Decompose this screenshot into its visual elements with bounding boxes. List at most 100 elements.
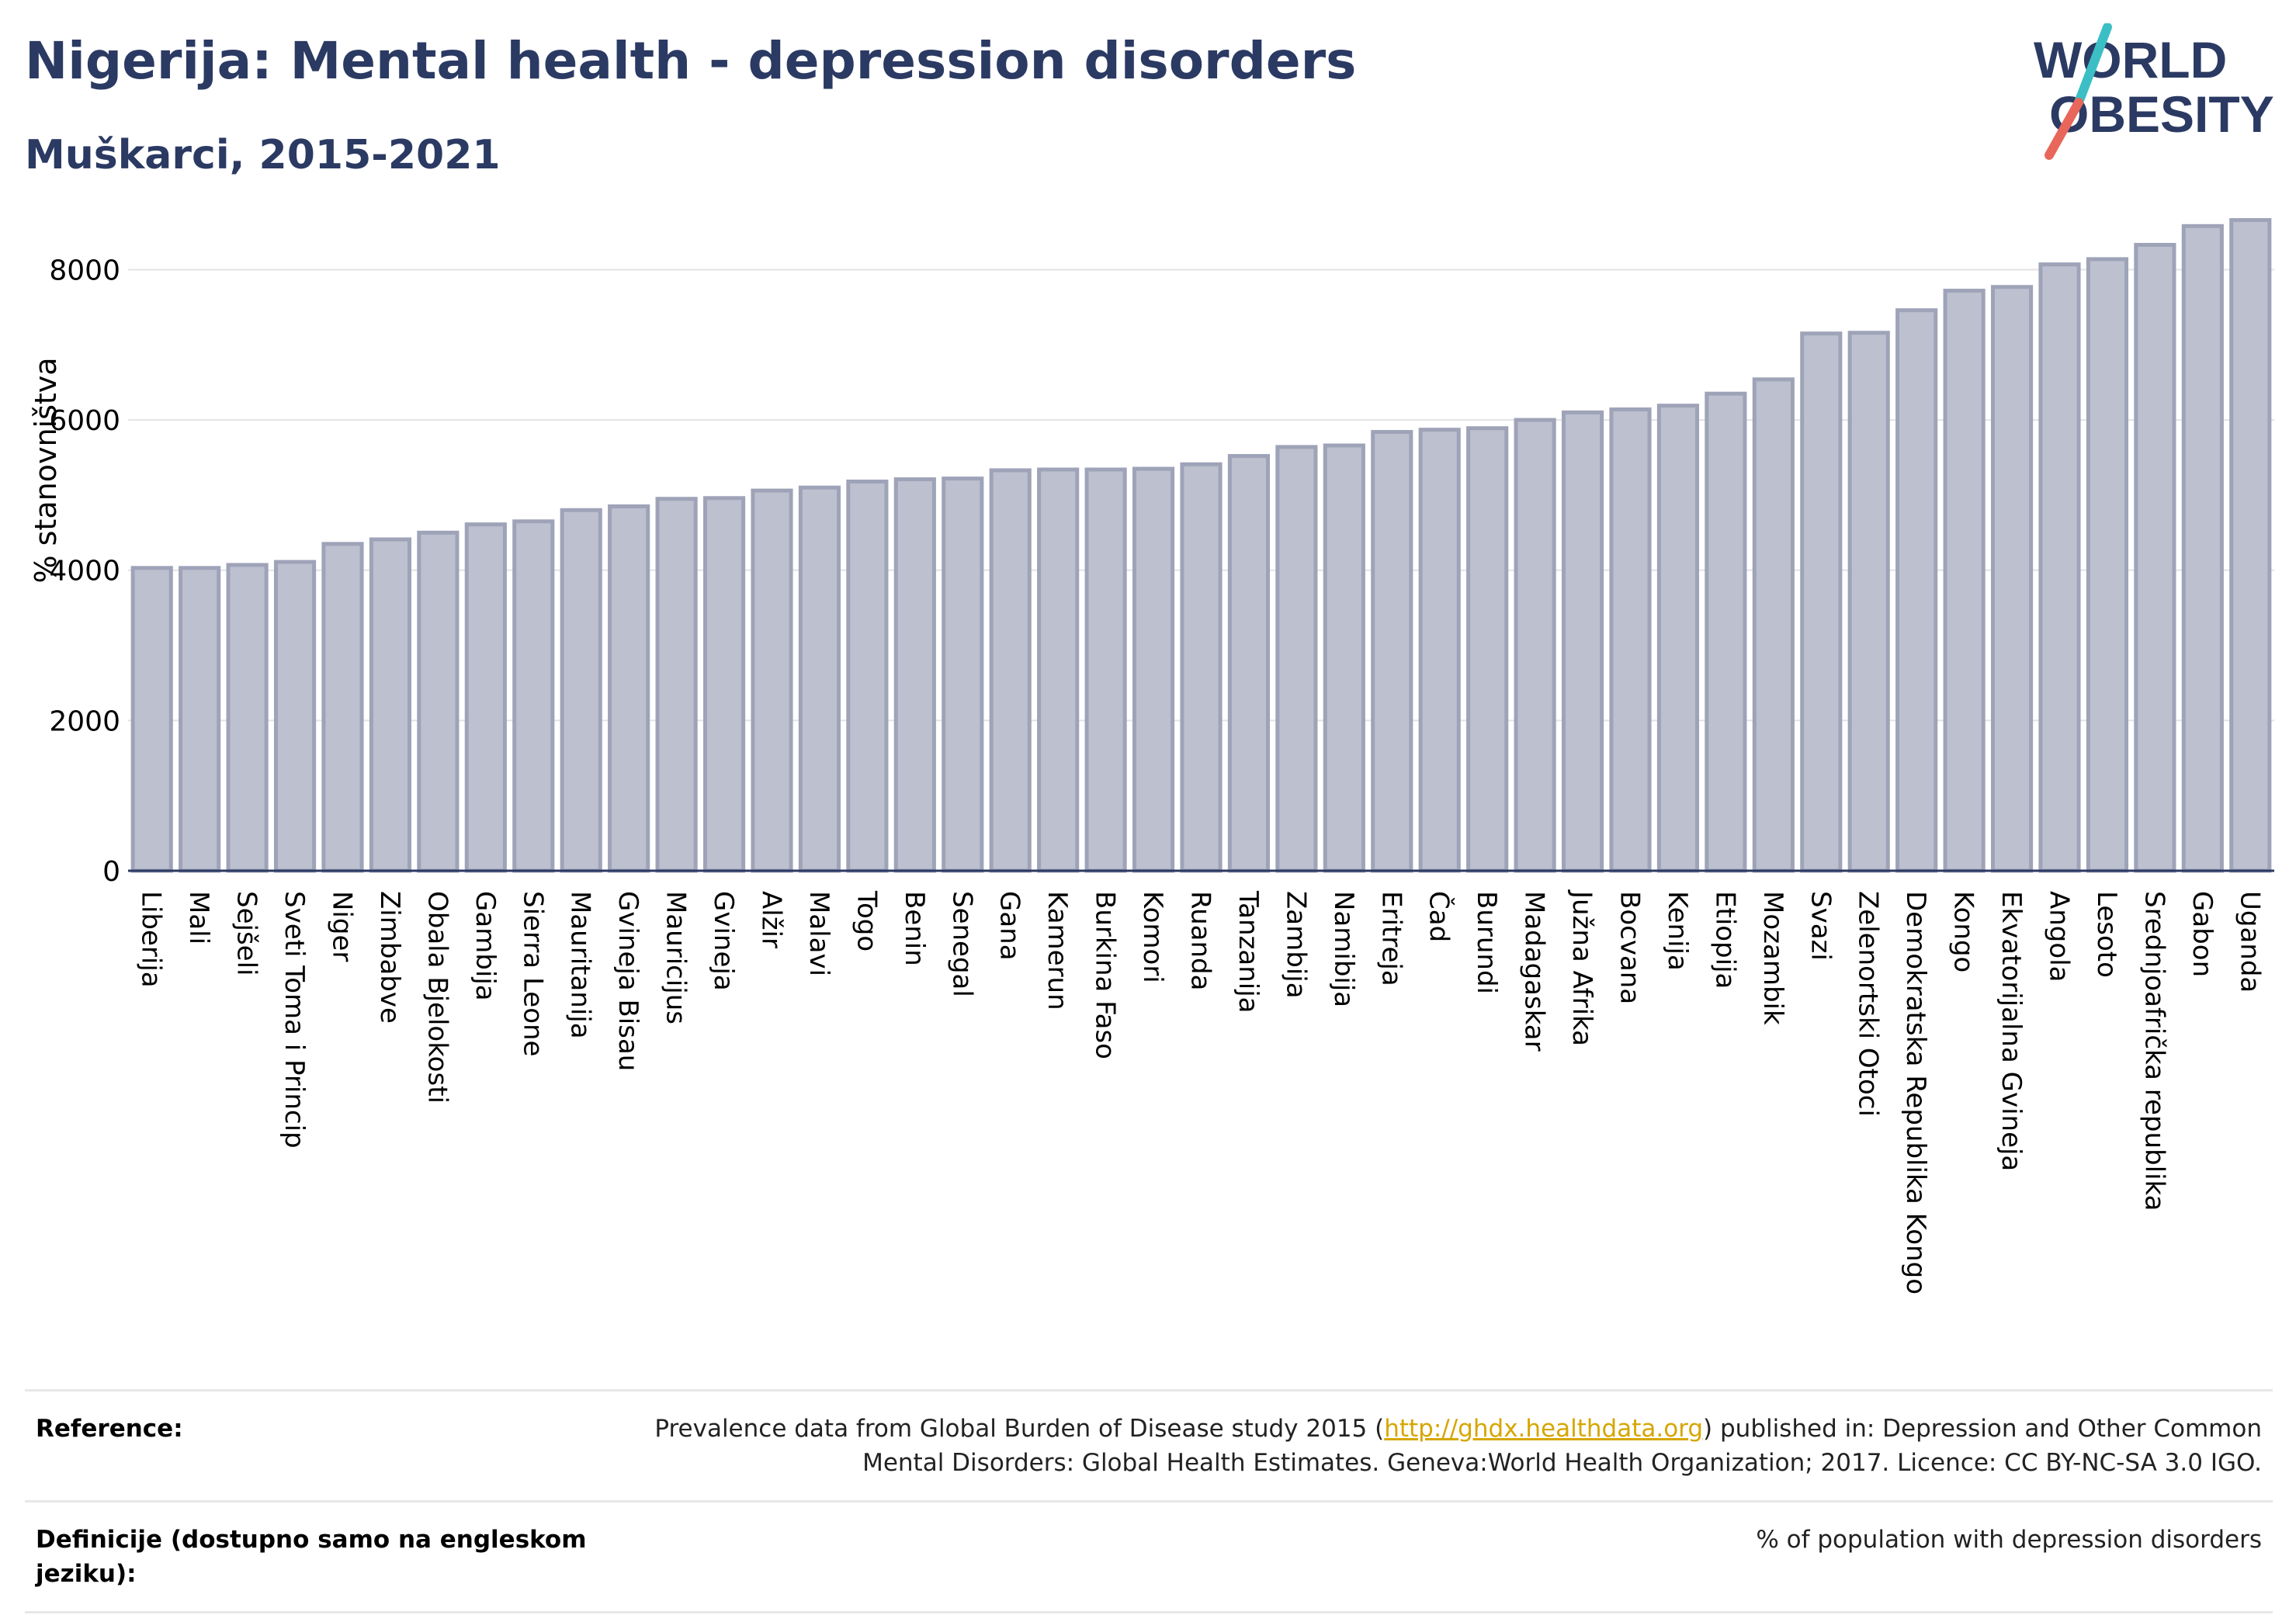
x-tick-label: Angola bbox=[2044, 891, 2075, 982]
bar[interactable] bbox=[273, 560, 317, 873]
bar[interactable] bbox=[798, 485, 841, 873]
x-tick-label: Kenija bbox=[1662, 891, 1693, 971]
bar[interactable] bbox=[1418, 428, 1461, 873]
definition-row: Definicije (dostupno samo na engleskom j… bbox=[25, 1500, 2273, 1613]
page-subtitle: Muškarci, 2015-2021 bbox=[25, 132, 501, 178]
x-tick-label: Benin bbox=[899, 891, 930, 966]
x-tick-label: Zambija bbox=[1280, 891, 1311, 999]
x-tick-label: Liberija bbox=[136, 891, 167, 988]
reference-row: Reference: Prevalence data from Global B… bbox=[25, 1389, 2273, 1500]
x-tick-label: Obala Bjelokosti bbox=[421, 891, 453, 1104]
y-tick-label: 2000 bbox=[49, 705, 120, 737]
bar[interactable] bbox=[1800, 331, 1843, 873]
bar[interactable] bbox=[1895, 308, 1938, 873]
x-tick-label: Sierra Leone bbox=[517, 891, 548, 1056]
x-tick-label: Demokratska Republika Kongo bbox=[1900, 891, 1931, 1294]
x-tick-label: Zelenortski Otoci bbox=[1853, 891, 1884, 1117]
x-tick-label: Gvineja bbox=[708, 891, 739, 991]
bar[interactable] bbox=[1132, 466, 1175, 873]
bar[interactable] bbox=[512, 519, 555, 873]
x-tick-label: Sveti Toma i Princip bbox=[279, 891, 310, 1149]
bar[interactable] bbox=[369, 537, 412, 873]
x-tick-label: Kongo bbox=[1948, 891, 1979, 972]
bar[interactable] bbox=[1180, 462, 1223, 873]
bar[interactable] bbox=[1466, 426, 1509, 873]
bar[interactable] bbox=[417, 530, 460, 873]
bar[interactable] bbox=[989, 468, 1032, 873]
x-tick-label: Togo bbox=[851, 890, 882, 951]
bar[interactable] bbox=[226, 563, 269, 873]
bar[interactable] bbox=[2086, 257, 2129, 873]
bar[interactable] bbox=[2038, 262, 2081, 873]
x-tick-label: Čad bbox=[1424, 891, 1455, 942]
logo-line1: WORLD bbox=[2034, 31, 2227, 88]
bar[interactable] bbox=[179, 566, 221, 873]
bar[interactable] bbox=[1609, 407, 1652, 873]
x-tick-label: Gvineja Bisau bbox=[612, 891, 643, 1071]
bar[interactable] bbox=[1705, 391, 1747, 873]
x-tick-label: Kamerun bbox=[1042, 891, 1073, 1010]
x-tick-label: Ruanda bbox=[1185, 891, 1216, 990]
x-tick-label: Bocvana bbox=[1614, 891, 1646, 1004]
bar[interactable] bbox=[2134, 243, 2176, 873]
x-tick-label: Uganda bbox=[2234, 891, 2265, 993]
x-tick-label: Mauricijus bbox=[661, 891, 692, 1024]
bar[interactable] bbox=[1561, 410, 1604, 873]
bar[interactable] bbox=[1323, 443, 1365, 873]
bar[interactable] bbox=[655, 497, 698, 873]
bar[interactable] bbox=[1084, 467, 1127, 873]
bar[interactable] bbox=[846, 479, 889, 873]
bar[interactable] bbox=[1275, 445, 1318, 873]
bar[interactable] bbox=[893, 477, 936, 873]
bar[interactable] bbox=[1847, 331, 1890, 873]
y-axis-label: % stanovništva bbox=[29, 357, 63, 583]
y-axis-ticks: 0 2000 4000 6000 8000 bbox=[49, 255, 120, 888]
reference-table: Reference: Prevalence data from Global B… bbox=[25, 1389, 2273, 1613]
bar[interactable] bbox=[608, 504, 650, 873]
definition-label: Definicije (dostupno samo na engleskom j… bbox=[36, 1526, 587, 1588]
bar[interactable] bbox=[2181, 224, 2224, 873]
bar[interactable] bbox=[1752, 377, 1795, 873]
x-axis-labels: Liberija Mali Sejšeli Sveti Toma i Princip N… bbox=[136, 889, 2266, 1294]
x-tick-label: Svazi bbox=[1805, 891, 1836, 961]
bar[interactable] bbox=[1514, 418, 1556, 873]
definition-text: % of population with depression disorder… bbox=[1756, 1526, 2262, 1554]
bar[interactable] bbox=[1990, 285, 2034, 873]
x-tick-label: Senegal bbox=[946, 891, 977, 997]
x-tick-label: Eritreja bbox=[1375, 891, 1406, 986]
reference-link[interactable]: http://ghdx.healthdata.org bbox=[1384, 1415, 1704, 1443]
bar[interactable] bbox=[1227, 454, 1271, 873]
bar[interactable] bbox=[702, 496, 746, 873]
bar[interactable] bbox=[1037, 467, 1080, 873]
bar[interactable] bbox=[1371, 430, 1413, 873]
x-tick-label: Gambija bbox=[470, 891, 501, 1001]
x-tick-label: Gabon bbox=[2187, 891, 2218, 977]
x-tick-label: Lesoto bbox=[2091, 891, 2122, 978]
x-tick-label: Burundi bbox=[1471, 891, 1502, 994]
bar[interactable] bbox=[2229, 218, 2272, 873]
x-tick-label: Ekvatorijalna Gvineja bbox=[1996, 891, 2027, 1171]
y-tick-label: 8000 bbox=[49, 255, 120, 286]
bar[interactable] bbox=[560, 508, 602, 873]
bar[interactable] bbox=[464, 522, 507, 873]
x-tick-label: Tanzanija bbox=[1233, 890, 1264, 1013]
x-tick-label: Zimbabve bbox=[374, 891, 405, 1024]
page-title: Nigerija: Mental health - depression dis… bbox=[25, 31, 1357, 91]
x-tick-label: Namibija bbox=[1328, 891, 1359, 1007]
x-tick-label: Niger bbox=[327, 891, 358, 962]
x-tick-label: Srednjoafrička republika bbox=[2138, 891, 2169, 1211]
bar[interactable] bbox=[321, 542, 364, 873]
bar[interactable] bbox=[1656, 404, 1700, 873]
bar-chart: 0 2000 4000 6000 8000 Liberija Mali Sejšeli Sve… bbox=[29, 218, 2274, 1294]
x-tick-label: Mozambik bbox=[1757, 891, 1788, 1025]
bar[interactable] bbox=[942, 477, 984, 873]
x-tick-label: Etiopija bbox=[1709, 891, 1740, 989]
bar[interactable] bbox=[130, 566, 173, 873]
logo-line2: OBESITY bbox=[2049, 85, 2274, 143]
x-tick-label: Madagaskar bbox=[1519, 891, 1550, 1052]
bar[interactable] bbox=[751, 488, 793, 873]
y-tick-label: 6000 bbox=[49, 405, 120, 437]
bar[interactable] bbox=[1943, 289, 1986, 873]
x-tick-label: Mali bbox=[183, 891, 214, 944]
world-obesity-logo[interactable]: WORLD OBESITY bbox=[2034, 23, 2290, 163]
